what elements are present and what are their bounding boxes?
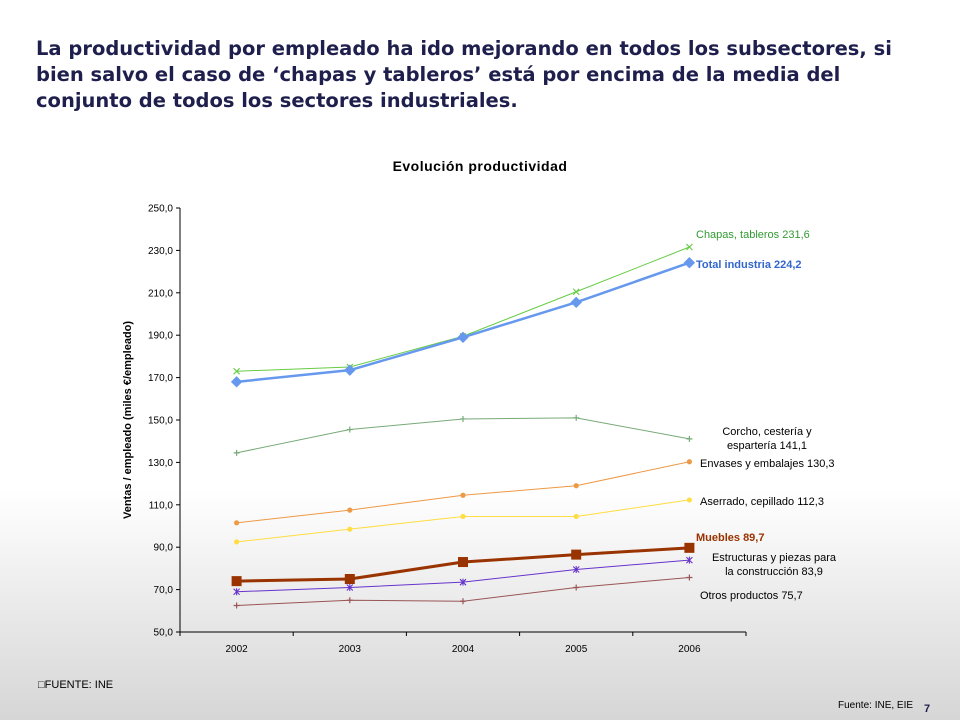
x-tick-label: 2003 — [339, 644, 362, 655]
x-tick-label: 2004 — [452, 644, 475, 655]
y-tick-label: 250,0 — [148, 204, 173, 215]
y-tick-label: 170,0 — [148, 373, 173, 384]
data-point — [686, 574, 693, 581]
x-tick-label: 2002 — [225, 644, 248, 655]
series-line — [236, 499, 690, 543]
data-point — [683, 256, 696, 269]
series-line — [236, 246, 690, 372]
y-tick-label: 230,0 — [148, 246, 173, 257]
x-tick-label: 2005 — [565, 644, 588, 655]
data-point — [459, 578, 467, 586]
series-label: Otros productos 75,7 — [700, 590, 803, 602]
data-point — [346, 583, 354, 591]
data-point — [230, 376, 243, 388]
y-tick-label: 190,0 — [148, 331, 173, 342]
y-tick-label: 70,0 — [154, 585, 174, 596]
data-point — [460, 513, 466, 520]
data-point — [686, 435, 693, 442]
data-point — [460, 415, 466, 422]
series-label: Total industria 224,2 — [696, 259, 802, 271]
data-point — [686, 497, 693, 503]
series-label: espartería 141,1 — [727, 440, 807, 452]
series-label: Aserrado, cepillado 112,3 — [700, 496, 824, 508]
y-tick-label: 130,0 — [148, 458, 173, 469]
data-point — [233, 588, 240, 596]
series-line — [236, 261, 690, 384]
data-point — [573, 513, 579, 520]
footnote-source-detail: Fuente: INE, EIE — [838, 700, 914, 711]
data-point — [684, 542, 695, 553]
data-point — [233, 367, 241, 375]
data-point — [460, 598, 466, 605]
data-point — [347, 507, 353, 513]
data-point — [233, 602, 240, 609]
series-label: Corcho, cestería y — [722, 426, 812, 438]
data-point — [346, 597, 353, 604]
data-point — [458, 557, 468, 568]
series-label: Chapas, tableros 231,6 — [696, 229, 810, 241]
y-axis-title: Ventas / empleado (miles €/empleado) — [122, 321, 134, 519]
series-label: la construcción 83,9 — [725, 566, 823, 578]
data-point — [344, 364, 356, 376]
y-tick-label: 210,0 — [148, 288, 173, 299]
series-line — [236, 461, 690, 524]
footnote-source: □FUENTE: INE — [38, 679, 114, 691]
y-tick-label: 150,0 — [148, 416, 173, 427]
headline: La productividad por empleado ha ido mej… — [36, 37, 892, 112]
data-point — [572, 288, 580, 296]
series-label: Envases y embalajes 130,3 — [700, 458, 835, 470]
data-point — [572, 565, 580, 573]
data-point — [573, 483, 579, 489]
chart-title: Evolución productividad — [392, 158, 568, 174]
y-tick-label: 50,0 — [154, 628, 174, 639]
data-point — [571, 549, 582, 560]
data-point — [460, 492, 466, 498]
data-point — [457, 331, 469, 344]
data-point — [686, 556, 693, 564]
data-point — [346, 426, 353, 433]
data-point — [686, 459, 693, 465]
data-point — [233, 449, 240, 456]
data-point — [234, 520, 240, 526]
series-label: Muebles 89,7 — [696, 532, 764, 544]
data-point — [347, 526, 353, 532]
x-tick-label: 2006 — [678, 644, 701, 655]
data-point — [685, 243, 693, 251]
data-point — [573, 584, 580, 591]
data-point — [344, 574, 355, 584]
data-point — [570, 296, 582, 309]
page-number: 7 — [924, 703, 931, 715]
bullet-icon: □ — [38, 679, 45, 691]
data-point — [231, 576, 242, 587]
series-label: Estructuras y piezas para — [712, 552, 837, 564]
y-tick-label: 110,0 — [149, 500, 174, 511]
data-point — [234, 539, 240, 545]
y-tick-label: 90,0 — [154, 543, 174, 554]
data-point — [573, 414, 580, 421]
series-line — [236, 417, 690, 454]
